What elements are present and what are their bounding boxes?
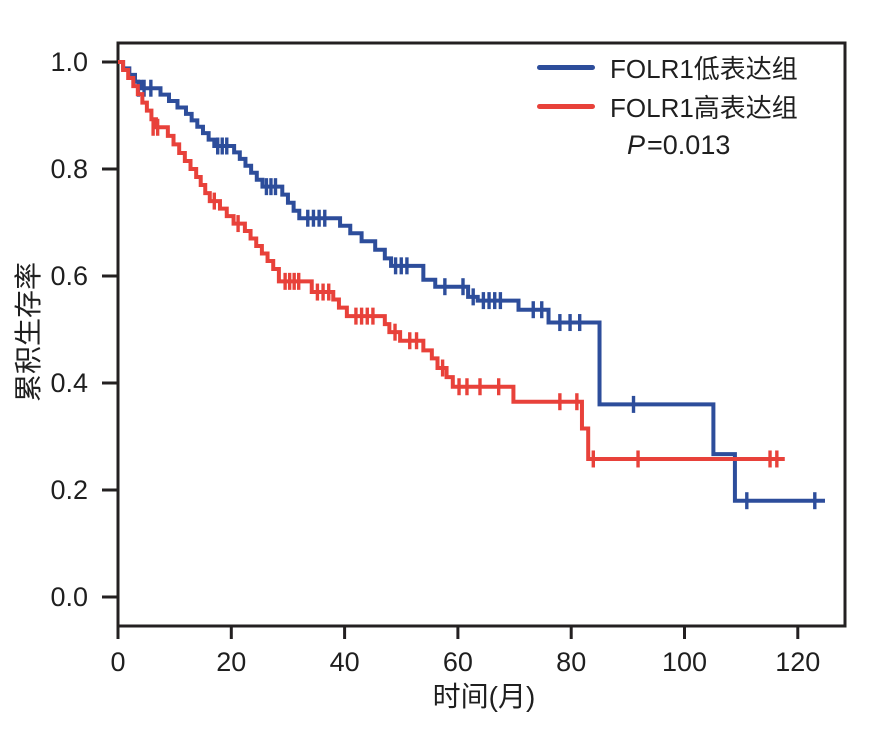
x-axis-title: 时间(月) [432, 681, 536, 712]
y-axis-title: 累积生存率 [13, 261, 44, 403]
legend-item-folr1-low: FOLR1低表达组 [537, 48, 798, 87]
p-value-number: =0.013 [647, 130, 731, 160]
y-tick-label: 1.0 [50, 47, 88, 77]
x-tick-label: 100 [662, 647, 707, 677]
legend-label-high: FOLR1高表达组 [610, 93, 798, 123]
legend-line-low-icon [537, 65, 595, 70]
x-tick-label: 120 [775, 647, 820, 677]
y-tick-label: 0.4 [50, 368, 88, 398]
legend: FOLR1低表达组 FOLR1高表达组 P =0.013 [537, 48, 798, 165]
x-tick-label: 20 [216, 647, 246, 677]
x-tick-label: 80 [556, 647, 586, 677]
p-value-symbol: P [627, 130, 646, 160]
y-tick-label: 0.6 [50, 261, 88, 291]
legend-line-high-icon [537, 104, 595, 109]
legend-label-low: FOLR1低表达组 [610, 54, 798, 84]
y-tick-label: 0.2 [50, 475, 88, 505]
x-tick-label: 0 [110, 647, 125, 677]
x-tick-label: 60 [443, 647, 473, 677]
plot-border [116, 41, 847, 628]
p-value: P =0.013 [537, 126, 798, 165]
x-tick-label: 40 [330, 647, 360, 677]
legend-item-folr1-high: FOLR1高表达组 [537, 87, 798, 126]
y-tick-label: 0.0 [50, 582, 88, 612]
y-tick-label: 0.8 [50, 154, 88, 184]
